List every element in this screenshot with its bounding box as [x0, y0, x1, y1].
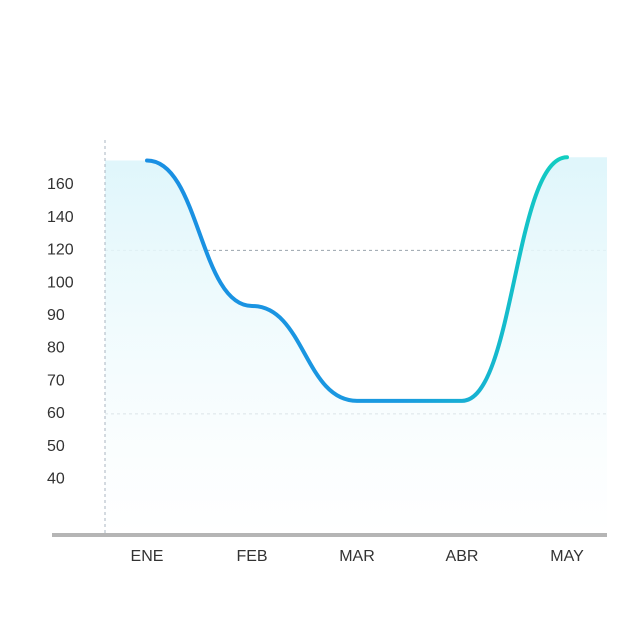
y-tick-label: 60 — [47, 405, 65, 422]
y-tick-label: 140 — [47, 209, 74, 226]
x-tick-label: FEB — [236, 548, 267, 565]
y-tick-label: 50 — [47, 438, 65, 455]
y-tick-label: 40 — [47, 471, 65, 488]
y-tick-label: 80 — [47, 340, 65, 357]
y-tick-label: 70 — [47, 372, 65, 389]
x-tick-label: MAR — [339, 548, 375, 565]
x-tick-label: ENE — [131, 548, 164, 565]
area — [105, 157, 607, 533]
y-tick-label: 120 — [47, 242, 74, 259]
y-tick-label: 90 — [47, 307, 65, 324]
y-tick-label: 160 — [47, 176, 74, 193]
x-tick-label: ABR — [446, 548, 479, 565]
line — [145, 155, 569, 403]
y-tick-label: 100 — [47, 274, 74, 291]
x-tick-label: MAY — [550, 548, 584, 565]
